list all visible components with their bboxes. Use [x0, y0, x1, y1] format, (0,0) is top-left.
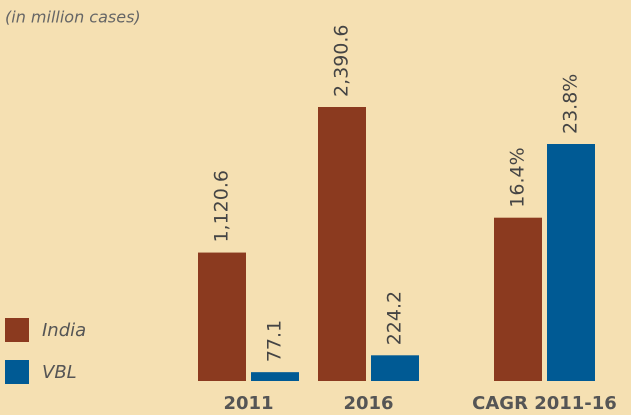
bar [494, 217, 542, 381]
value-label: 224.2 [384, 291, 406, 345]
legend-swatch [5, 318, 29, 342]
bar [251, 372, 299, 381]
x-tick-label: 2011 [223, 393, 273, 414]
legend-label: VBL [42, 362, 77, 383]
value-label: 77.1 [264, 320, 286, 362]
bar [547, 144, 595, 381]
bar [371, 355, 419, 381]
value-label: 23.8% [560, 74, 582, 134]
x-tick-label: CAGR 2011-16 [472, 393, 617, 414]
bar [198, 252, 246, 381]
value-label: 16.4% [507, 147, 529, 207]
subtitle: (in million cases) [5, 8, 141, 27]
bar [318, 107, 366, 381]
legend-label: India [42, 320, 86, 341]
value-label: 2,390.6 [331, 24, 353, 97]
x-tick-label: 2016 [343, 393, 393, 414]
legend-swatch [5, 360, 29, 384]
value-label: 1,120.6 [211, 170, 233, 243]
